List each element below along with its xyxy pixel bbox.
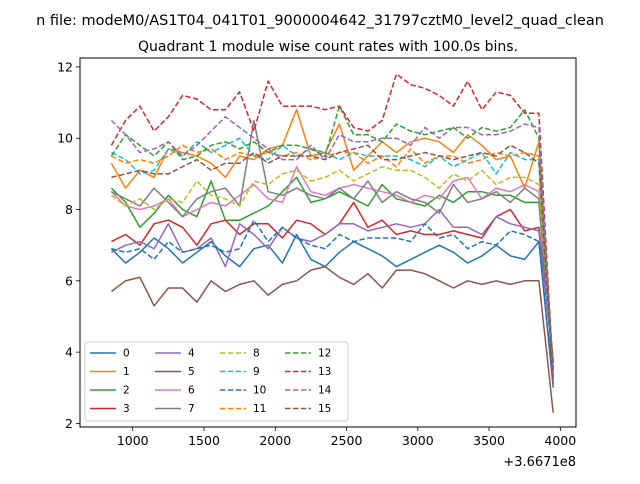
series-2-line [110, 176, 554, 371]
legend-label-12: 12 [318, 348, 331, 360]
x-tick-label: 4000 [544, 433, 576, 448]
y-tick-label: 2 [65, 416, 73, 431]
legend-label-3: 3 [123, 403, 130, 415]
series-6-line [110, 165, 554, 363]
series-0-line [110, 233, 554, 388]
legend-label-11: 11 [253, 403, 266, 415]
x-tick-label: 3000 [402, 433, 434, 448]
legend-label-6: 6 [188, 385, 195, 397]
plot-frame [79, 57, 577, 428]
legend-box [84, 341, 349, 422]
y-tick-label: 4 [65, 345, 73, 360]
series-13-line [110, 73, 554, 378]
y-axis: 2 4 6 8 10 12 [57, 59, 80, 431]
series-12-line [110, 105, 554, 371]
x-tick-label: 1000 [117, 433, 149, 448]
legend-label-13: 13 [318, 366, 331, 378]
legend-label-4: 4 [188, 348, 195, 360]
y-tick-label: 12 [57, 59, 73, 74]
x-tick-label: 3500 [473, 433, 505, 448]
legend-label-10: 10 [253, 385, 266, 397]
legend-label-14: 14 [318, 385, 332, 397]
series-15-line [111, 144, 554, 385]
series-10-line [111, 219, 554, 385]
figure-suptitle: n file: modeM0/AS1T04_041T01_9000004642_… [36, 13, 604, 29]
series-7-line [111, 119, 554, 363]
x-axis-offset-label: +3.6671e8 [503, 455, 576, 470]
legend-label-8: 8 [253, 348, 260, 360]
chart-title: Quadrant 1 module wise count rates with … [138, 39, 518, 55]
y-tick-label: 10 [57, 131, 73, 146]
legend-label-0: 0 [123, 348, 130, 360]
y-tick-label: 8 [65, 202, 73, 217]
series-8-line [110, 165, 554, 371]
legend-label-9: 9 [253, 366, 260, 378]
legend-label-1: 1 [123, 366, 130, 378]
x-tick-label: 2000 [259, 433, 291, 448]
legend-label-5: 5 [188, 366, 195, 378]
series-5-line [110, 265, 554, 413]
legend-label-2: 2 [123, 385, 130, 397]
legend-label-7: 7 [188, 403, 195, 415]
x-axis: 1000 1500 2000 2500 3000 3500 4000 [117, 427, 576, 448]
x-tick-label: 2500 [331, 433, 363, 448]
series-layer [110, 73, 554, 413]
series-14-line [110, 116, 554, 385]
y-tick-label: 6 [65, 273, 73, 288]
legend-label-15: 15 [318, 403, 331, 415]
series-11-line [111, 144, 554, 381]
x-tick-label: 1500 [188, 433, 220, 448]
